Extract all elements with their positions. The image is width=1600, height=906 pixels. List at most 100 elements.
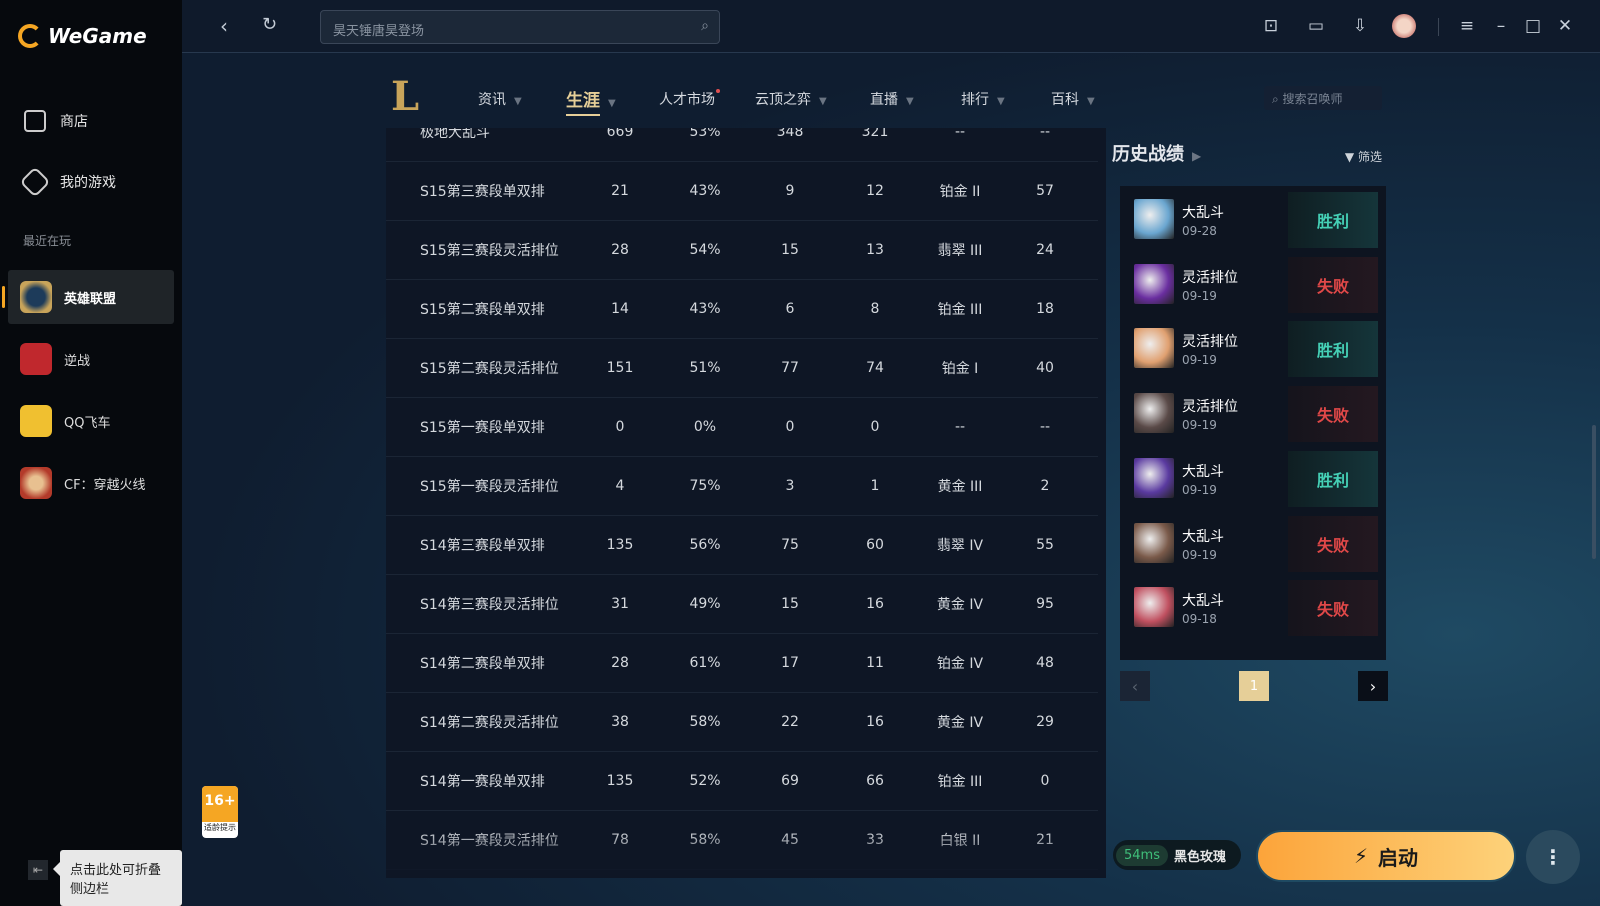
- lol-logo[interactable]: L: [391, 73, 420, 120]
- summoner-search-input[interactable]: ⌕ 搜索召唤师: [1264, 86, 1382, 110]
- match-item[interactable]: 大乱斗 09-28 胜利: [1120, 186, 1386, 252]
- chevron-down-icon: ▼: [819, 96, 827, 107]
- search-icon[interactable]: ⌕: [701, 18, 709, 34]
- table-cell: 54%: [689, 242, 721, 258]
- table-cell: 9: [785, 183, 795, 199]
- filter-button[interactable]: ▼ 筛选: [1345, 148, 1382, 165]
- table-cell: S15第一赛段单双排: [420, 420, 545, 436]
- table-cell: S15第二赛段灵活排位: [420, 361, 559, 377]
- match-item[interactable]: 灵活排位 09-19 失败: [1120, 380, 1386, 446]
- chevron-right-icon[interactable]: ▶: [1192, 149, 1202, 163]
- table-cell: 75: [781, 537, 799, 553]
- match-mode: 灵活排位: [1182, 334, 1238, 351]
- back-button[interactable]: ‹: [220, 14, 228, 38]
- match-date: 09-28: [1182, 224, 1217, 238]
- match-result: 失败: [1288, 580, 1378, 637]
- more-options-button[interactable]: ⋮: [1526, 830, 1580, 884]
- gamepad-icon: [19, 166, 51, 198]
- table-row[interactable]: S15第二赛段单双排 14 43% 6 8 铂金 III 18: [386, 280, 1098, 339]
- tab-3[interactable]: 云顶之弈 ▼: [755, 89, 827, 109]
- match-item[interactable]: 灵活排位 09-19 失败: [1120, 251, 1386, 317]
- match-result: 失败: [1288, 256, 1378, 313]
- table-cell: 69: [781, 773, 799, 789]
- match-result: 失败: [1288, 386, 1378, 443]
- sidebar-game-qqspeed[interactable]: QQ飞车: [8, 394, 174, 448]
- sidebar-game-cf[interactable]: CF：穿越火线: [8, 456, 174, 510]
- table-cell: 48: [1036, 655, 1054, 671]
- table-row[interactable]: S15第一赛段灵活排位 4 75% 3 1 黄金 III 2: [386, 457, 1098, 516]
- table-cell: 0: [870, 419, 880, 435]
- table-cell: 黄金 III: [937, 479, 983, 495]
- table-row[interactable]: S14第二赛段灵活排位 38 58% 22 16 黄金 IV 29: [386, 693, 1098, 752]
- match-result: 胜利: [1288, 192, 1378, 248]
- match-date: 09-18: [1182, 612, 1217, 627]
- table-row[interactable]: 极地大乱斗 669 53% 348 321 -- --: [386, 128, 1098, 162]
- server-selector[interactable]: 54ms 黑色玫瑰: [1113, 840, 1241, 870]
- table-cell: 55: [1036, 537, 1054, 553]
- prev-page-button[interactable]: ‹: [1120, 671, 1150, 701]
- table-row[interactable]: S15第三赛段灵活排位 28 54% 15 13 翡翠 III 24: [386, 221, 1098, 280]
- user-avatar[interactable]: [1392, 14, 1416, 38]
- maximize-icon[interactable]: □: [1524, 16, 1542, 36]
- match-item[interactable]: 灵活排位 09-19 胜利: [1120, 315, 1386, 381]
- table-cell: 52%: [689, 773, 721, 789]
- filter-icon: ▼: [1344, 150, 1355, 164]
- folder-icon[interactable]: ⊡: [1263, 16, 1279, 36]
- match-item[interactable]: 大乱斗 09-19 胜利: [1120, 445, 1386, 511]
- table-cell: S14第三赛段灵活排位: [420, 597, 559, 613]
- collapse-sidebar-button[interactable]: ⇤: [28, 860, 48, 880]
- message-icon[interactable]: ▭: [1307, 16, 1325, 36]
- search-input[interactable]: 昊天锤唐昊登场 ⌕: [320, 10, 720, 44]
- close-icon[interactable]: ✕: [1557, 16, 1573, 36]
- recent-label: 最近在玩: [23, 234, 72, 248]
- table-cell: 16: [866, 596, 884, 612]
- lightning-icon: ⚡: [1353, 844, 1369, 868]
- page-number-button[interactable]: 1: [1239, 671, 1269, 701]
- table-row[interactable]: S14第三赛段单双排 135 56% 75 60 翡翠 IV 55: [386, 516, 1098, 575]
- table-row[interactable]: S15第二赛段灵活排位 151 51% 77 74 铂金 I 40: [386, 339, 1098, 398]
- table-cell: 8: [870, 301, 880, 317]
- table-row[interactable]: S15第三赛段单双排 21 43% 9 12 铂金 II 57: [386, 162, 1098, 221]
- download-icon[interactable]: ⇩: [1352, 16, 1368, 36]
- table-cell: 31: [611, 596, 629, 612]
- tab-1[interactable]: 生涯 ▼: [566, 86, 616, 116]
- sidebar-game-nizhan[interactable]: 逆战: [8, 332, 174, 386]
- game-label: QQ飞车: [64, 415, 111, 431]
- wegame-logo[interactable]: WeGame: [18, 24, 147, 48]
- match-result: 胜利: [1288, 321, 1378, 378]
- table-cell: 49%: [689, 596, 721, 612]
- minimize-icon[interactable]: –: [1496, 16, 1506, 36]
- next-page-button[interactable]: ›: [1358, 671, 1388, 701]
- qqspeed-game-icon: [20, 405, 52, 437]
- tab-6[interactable]: 百科 ▼: [1051, 89, 1095, 109]
- notification-dot: [716, 89, 720, 93]
- table-cell: 15: [781, 242, 799, 258]
- sidebar-item-store[interactable]: 商店: [24, 110, 88, 132]
- sidebar-item-label: 商店: [60, 114, 88, 130]
- sidebar-item-my-games[interactable]: 我的游戏: [19, 166, 116, 198]
- table-row[interactable]: S14第二赛段单双排 28 61% 17 11 铂金 IV 48: [386, 634, 1098, 693]
- table-row[interactable]: S15第一赛段单双排 0 0% 0 0 -- --: [386, 398, 1098, 457]
- sidebar-game-lol[interactable]: 英雄联盟: [2, 270, 174, 324]
- launch-button[interactable]: ⚡ 启动: [1256, 830, 1516, 882]
- table-row[interactable]: S14第三赛段灵活排位 31 49% 15 16 黄金 IV 95: [386, 575, 1098, 634]
- tab-0[interactable]: 资讯 ▼: [478, 89, 522, 109]
- refresh-button[interactable]: ↻: [262, 14, 278, 35]
- match-item[interactable]: 大乱斗 09-19 失败: [1120, 510, 1386, 576]
- match-item[interactable]: 大乱斗 09-18 失败: [1120, 574, 1386, 640]
- tab-5[interactable]: 排行 ▼: [961, 89, 1005, 109]
- tab-label: 云顶之弈: [755, 92, 811, 108]
- table-row[interactable]: S14第一赛段单双排 135 52% 69 66 铂金 III 0: [386, 752, 1098, 811]
- table-cell: 黄金 IV: [936, 597, 984, 613]
- match-date: 09-19: [1182, 418, 1217, 433]
- scrollbar[interactable]: [1592, 425, 1596, 559]
- tab-label: 生涯: [566, 91, 600, 116]
- history-title[interactable]: 历史战绩: [1112, 144, 1184, 165]
- tab-2[interactable]: 人才市场: [659, 89, 720, 109]
- menu-icon[interactable]: ≡: [1459, 16, 1475, 36]
- table-cell: S15第一赛段灵活排位: [420, 479, 559, 495]
- chevron-down-icon: ▼: [608, 98, 616, 109]
- tab-4[interactable]: 直播 ▼: [870, 89, 914, 109]
- wegame-logo-icon: [18, 24, 42, 48]
- chevron-down-icon: ▼: [997, 96, 1005, 107]
